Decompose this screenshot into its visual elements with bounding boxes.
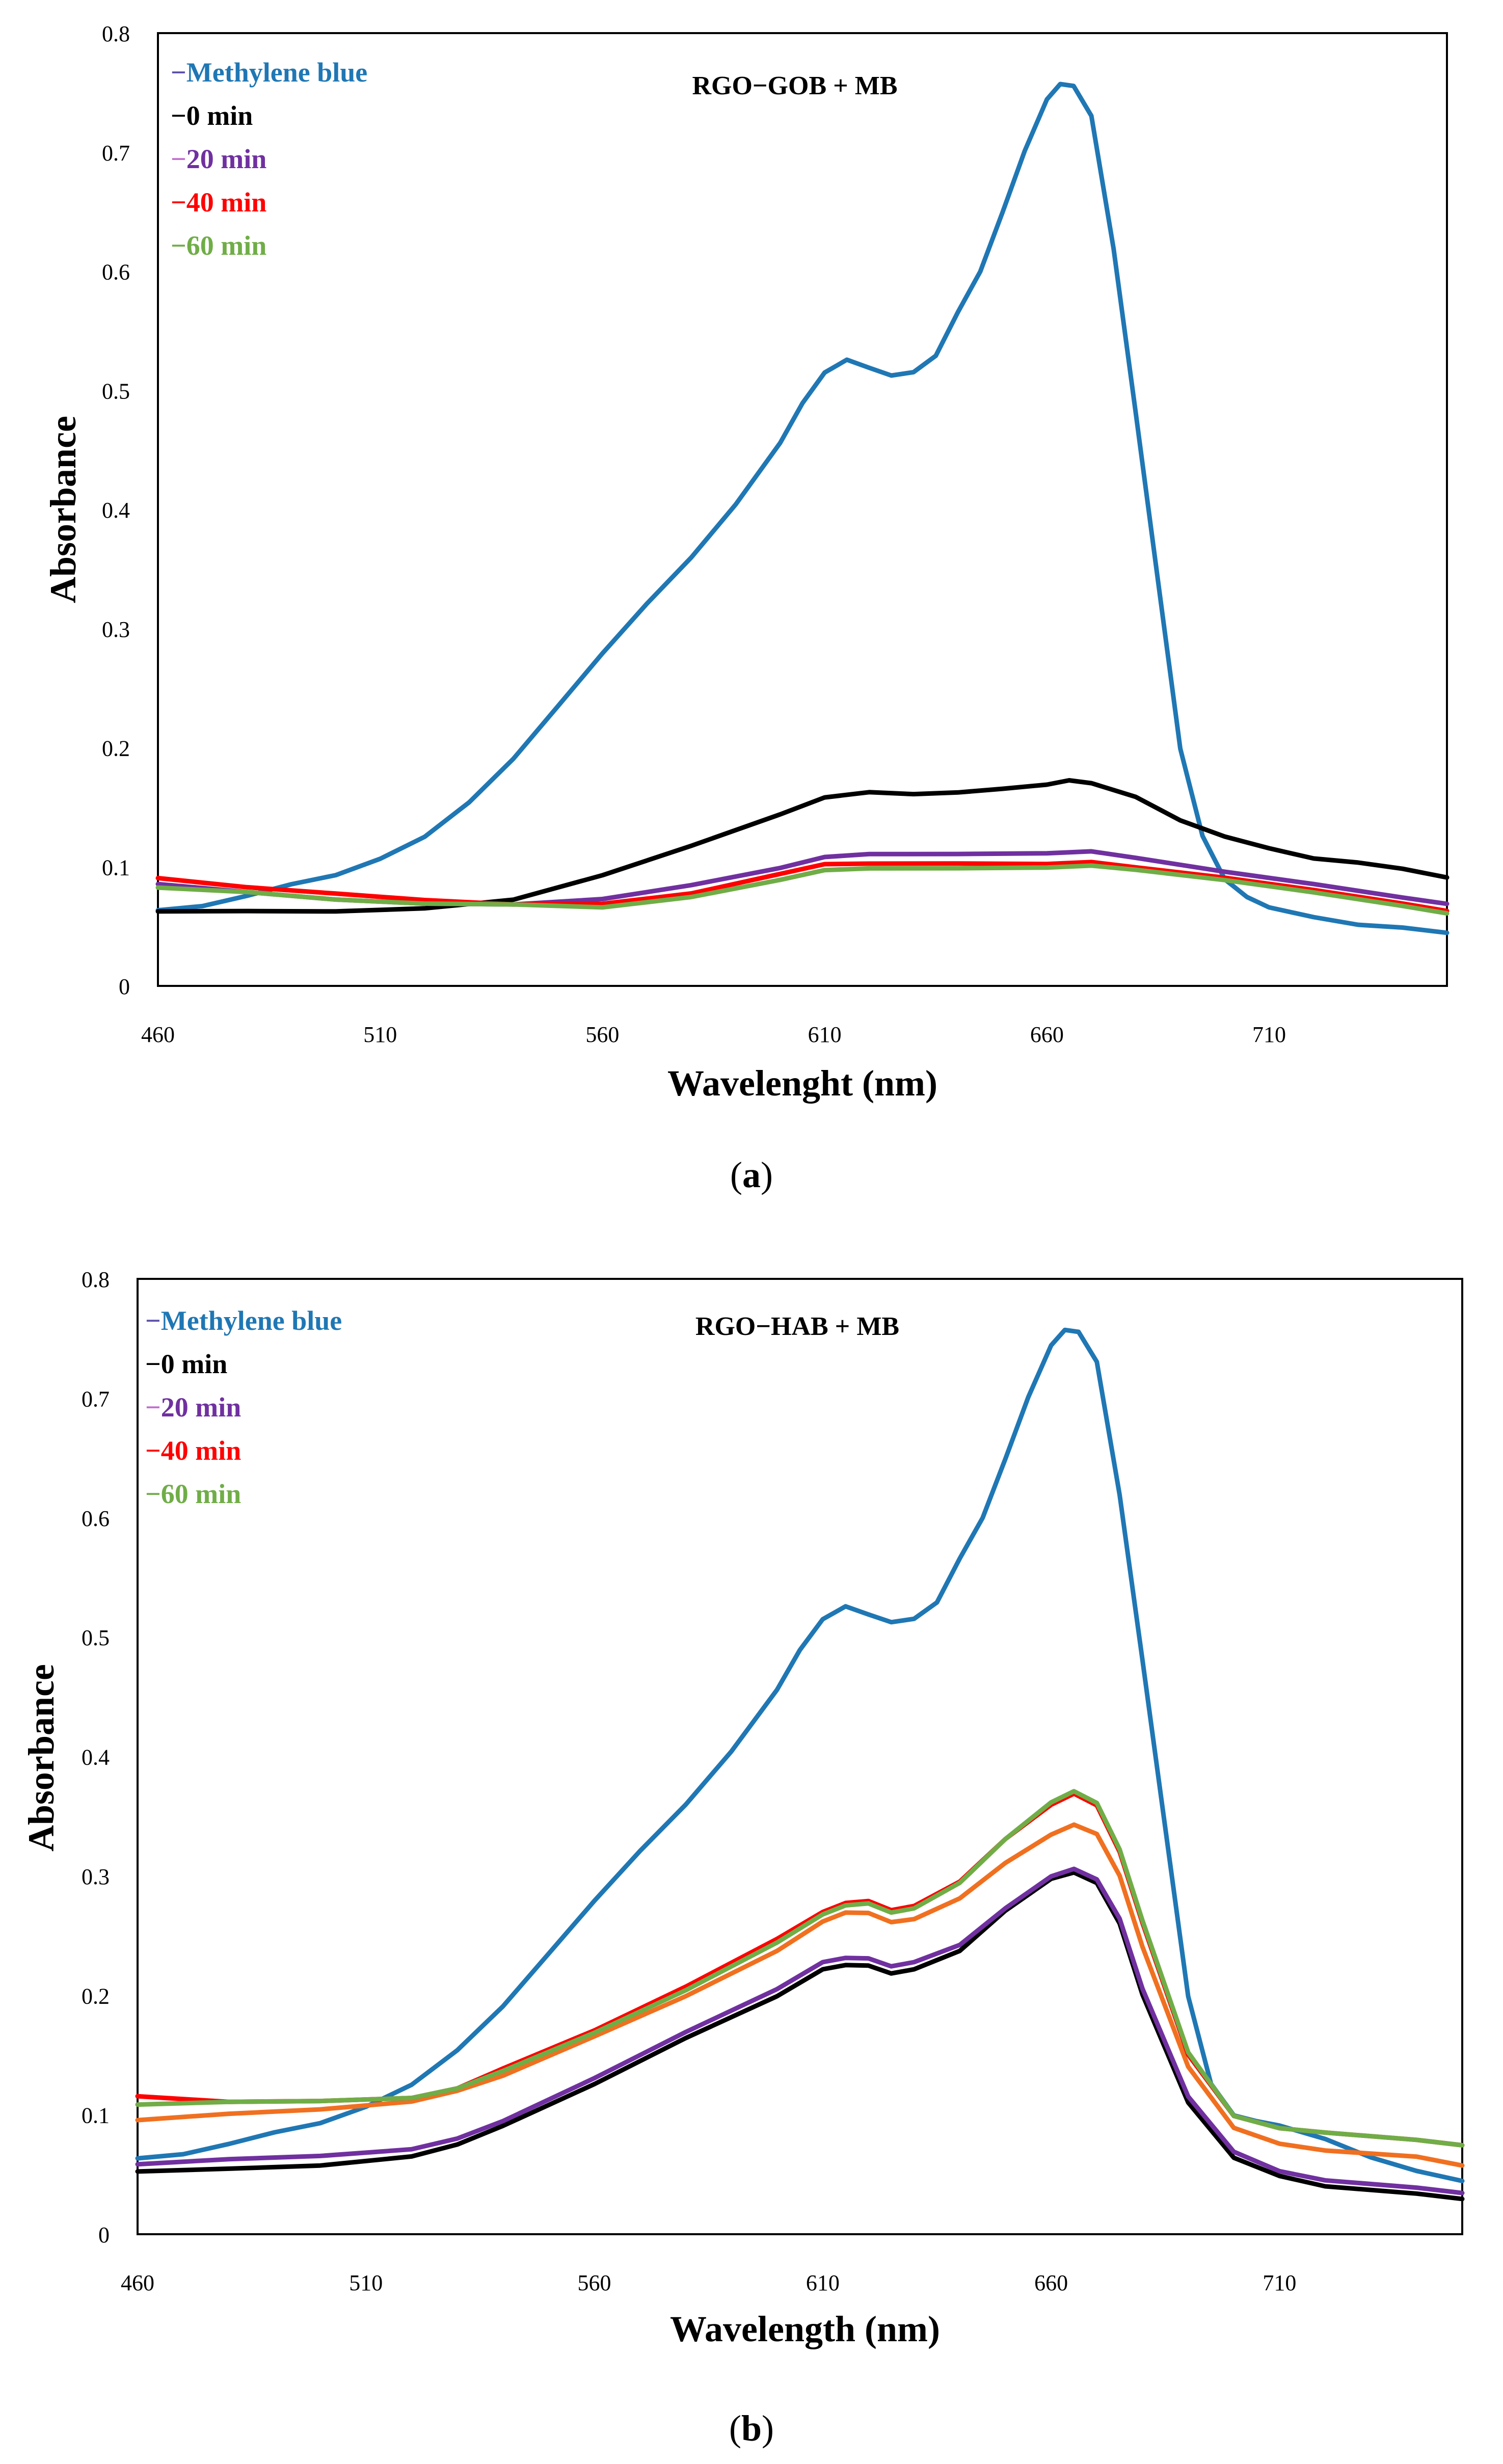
y-axis-label: Absorbance [43, 416, 84, 603]
y-tick-label: 0.5 [102, 379, 130, 404]
legend-entry: −0 min [145, 1349, 227, 1379]
x-tick-label: 560 [585, 1022, 619, 1047]
x-tick-label: 710 [1252, 1022, 1286, 1047]
y-tick-label: 0.5 [82, 1625, 110, 1650]
legend-label: Methylene blue [161, 1305, 342, 1336]
legend-label: 20 min [186, 144, 267, 174]
x-tick-labels: 460 510 560 610 660 710 [141, 1022, 1286, 1047]
x-tick-label: 610 [806, 2270, 840, 2295]
x-tick-label: 510 [349, 2270, 383, 2295]
legend: −Methylene blue−0 min−20 min−40 min−60 m… [171, 57, 367, 261]
legend: −Methylene blue−0 min−20 min−40 min−60 m… [145, 1305, 342, 1509]
plot-area-frame [157, 32, 1448, 987]
legend-label: 0 min [186, 100, 253, 131]
y-tick-label: 0.1 [102, 855, 130, 880]
legend-label: 20 min [161, 1392, 241, 1423]
legend-entry: −Methylene blue [171, 57, 367, 88]
chart-title: RGO−HAB + MB [695, 1312, 899, 1341]
legend-entry: −60 min [171, 230, 266, 261]
series-line-20-min [135, 1866, 1465, 2195]
y-tick-label: 0.6 [82, 1506, 110, 1531]
y-axis-label: Absorbance [21, 1664, 62, 1852]
legend-marker: − [171, 100, 186, 131]
series-line-0-min [155, 778, 1450, 914]
x-tick-label: 510 [363, 1022, 397, 1047]
y-tick-label: 0.8 [102, 21, 130, 46]
legend-marker: − [145, 1392, 161, 1423]
chart-title: RGO−GOB + MB [692, 71, 897, 100]
legend-label: 40 min [186, 187, 267, 218]
y-tick-labels: 0 0.1 0.2 0.3 0.4 0.5 0.6 0.7 0.8 [82, 1267, 110, 2247]
chart-panel-a: 0 0.1 0.2 0.3 0.4 0.5 0.6 0.7 0.8 460 510 560 610 66… [43, 21, 1450, 1195]
series-line-40-min [155, 860, 1450, 914]
y-tick-label: 0.1 [82, 2103, 110, 2128]
legend-entry: −60 min [145, 1479, 241, 1509]
legend-marker: − [145, 1479, 161, 1509]
series-layer [135, 1327, 1465, 2202]
x-axis-label: Wavelength (nm) [670, 2309, 940, 2349]
plot-area-frame [137, 1278, 1463, 2235]
x-tick-label: 460 [121, 2270, 154, 2295]
legend-marker: − [145, 1435, 161, 1466]
legend-label: Methylene blue [186, 57, 367, 88]
x-tick-labels: 460 510 560 610 660 710 [121, 2270, 1296, 2295]
legend-entry: −40 min [145, 1435, 241, 1466]
y-tick-label: 0.7 [82, 1386, 110, 1411]
panel-label: (b) [729, 2408, 774, 2449]
y-tick-label: 0.3 [102, 617, 130, 642]
series-line-0-min [135, 1870, 1465, 2202]
legend-entry: −Methylene blue [145, 1305, 342, 1336]
x-tick-label: 710 [1263, 2270, 1296, 2295]
panel-letter: a [742, 1155, 761, 1195]
legend-entry: −20 min [145, 1392, 241, 1423]
panel-label: (a) [730, 1155, 773, 1195]
y-tick-label: 0.2 [102, 736, 130, 761]
y-tick-label: 0.4 [102, 498, 130, 523]
x-tick-label: 660 [1034, 2270, 1068, 2295]
legend-label: 40 min [161, 1435, 241, 1466]
series-line-60-min [155, 863, 1450, 916]
y-tick-label: 0 [98, 2222, 110, 2247]
y-tick-label: 0.3 [82, 1864, 110, 1889]
legend-marker: − [171, 187, 186, 218]
x-tick-label: 560 [578, 2270, 611, 2295]
series-line-methylene-blue [155, 82, 1450, 935]
y-tick-label: 0.6 [102, 260, 130, 285]
y-tick-label: 0 [119, 974, 130, 999]
legend-label: 0 min [161, 1349, 228, 1379]
legend-marker: − [145, 1305, 161, 1336]
y-tick-labels: 0 0.1 0.2 0.3 0.4 0.5 0.6 0.7 0.8 [102, 21, 130, 999]
y-tick-label: 0.8 [82, 1267, 110, 1292]
y-tick-label: 0.2 [82, 1984, 110, 2008]
legend-entry: −20 min [171, 144, 266, 174]
x-axis-label: Wavelenght (nm) [667, 1063, 937, 1104]
legend-label: 60 min [161, 1479, 241, 1509]
x-tick-label: 460 [141, 1022, 175, 1047]
legend-entry: −0 min [171, 100, 253, 131]
legend-marker: − [171, 230, 186, 261]
series-layer [155, 82, 1450, 935]
series-line-60-min [135, 1789, 1465, 2148]
legend-label: 60 min [186, 230, 267, 261]
legend-marker: − [171, 57, 186, 88]
chart-panel-b: 0 0.1 0.2 0.3 0.4 0.5 0.6 0.7 0.8 460 510 560 610 66… [21, 1267, 1465, 2449]
x-tick-label: 610 [808, 1022, 842, 1047]
y-tick-label: 0.7 [102, 141, 130, 166]
legend-marker: − [171, 144, 186, 174]
x-tick-label: 660 [1030, 1022, 1064, 1047]
legend-entry: −40 min [171, 187, 266, 218]
series-line-40-min-orange-trace [135, 1822, 1465, 2168]
legend-marker: − [145, 1349, 161, 1379]
panel-letter: b [741, 2408, 762, 2449]
y-tick-label: 0.4 [82, 1745, 110, 1770]
